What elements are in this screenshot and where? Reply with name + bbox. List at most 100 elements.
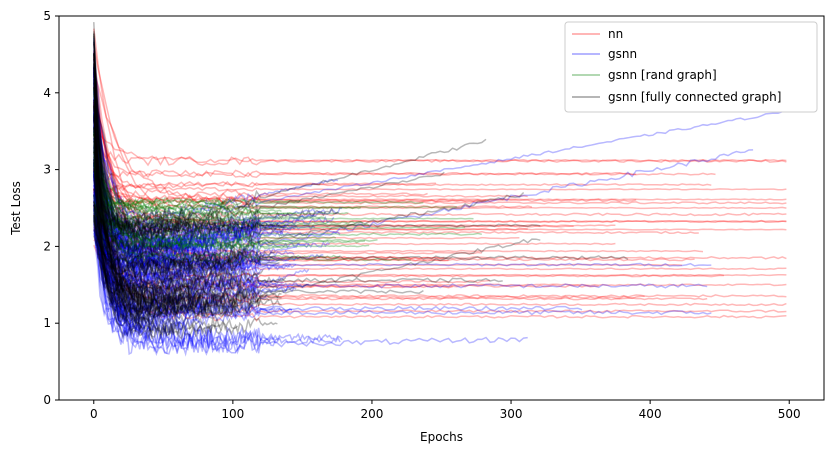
series-line-nn [93, 50, 787, 232]
x-tick-label: 300 [500, 407, 523, 421]
series-line-gsnn-fully-connected-graph [93, 221, 282, 314]
series-line-gsnn [93, 98, 184, 303]
series-line-gsnn-fully-connected-graph [93, 215, 286, 237]
series-line-gsnn-fully-connected-graph [93, 66, 216, 254]
series-line-gsnn [93, 189, 178, 264]
series-line-gsnn [93, 146, 285, 251]
series-line-gsnn [93, 162, 164, 320]
series-line-nn [93, 180, 436, 194]
series-line-gsnn [93, 163, 253, 262]
series-line-gsnn [93, 185, 316, 241]
series-line-gsnn [93, 114, 330, 258]
series-line-gsnn-fully-connected-graph [93, 151, 541, 323]
series-line-gsnn-fully-connected-graph [93, 161, 252, 317]
series-line-gsnn-fully-connected-graph [93, 72, 235, 280]
series-line-gsnn-fully-connected-graph [93, 54, 541, 232]
series-line-gsnn [93, 90, 218, 261]
series-line-gsnn-fully-connected-graph [93, 53, 168, 265]
series-line-gsnn-rand-graph [93, 89, 297, 218]
x-tick-label: 100 [221, 407, 244, 421]
series-line-gsnn-rand-graph [93, 156, 231, 211]
series-line-gsnn [93, 210, 254, 315]
y-tick-label: 5 [43, 9, 51, 23]
series-line-nn [93, 195, 787, 262]
series-line-gsnn-fully-connected-graph [93, 145, 153, 248]
series-line-gsnn-fully-connected-graph [93, 116, 239, 337]
series-line-gsnn-fully-connected-graph [93, 133, 128, 233]
series-line-nn [93, 77, 787, 322]
series-line-nn [93, 226, 645, 303]
series-line-gsnn-rand-graph [93, 79, 326, 223]
series-line-gsnn-rand-graph [93, 159, 230, 224]
series-line-gsnn [93, 66, 218, 268]
series-line-gsnn [93, 164, 212, 329]
series-line-gsnn [93, 170, 295, 270]
series-line-gsnn [93, 201, 324, 282]
series-line-gsnn [93, 67, 147, 319]
series-line-gsnn-rand-graph [93, 171, 474, 221]
series-line-gsnn-fully-connected-graph [93, 83, 235, 304]
y-axis-label: Test Loss [9, 181, 23, 236]
y-tick-label: 3 [43, 163, 51, 177]
series-line-gsnn [93, 73, 218, 263]
series-line-gsnn [93, 129, 133, 250]
series-line-gsnn-fully-connected-graph [93, 82, 445, 238]
series-line-nn [93, 179, 533, 210]
series-line-gsnn-fully-connected-graph [93, 127, 264, 321]
series-line-gsnn-fully-connected-graph [93, 168, 153, 229]
series-line-gsnn [93, 114, 197, 254]
series-line-nn [93, 79, 787, 224]
plot-frame [58, 15, 825, 401]
series-line-gsnn-fully-connected-graph [93, 214, 629, 265]
series-line-gsnn-fully-connected-graph [93, 99, 503, 290]
series-line-gsnn-fully-connected-graph [93, 31, 141, 324]
series-line-gsnn-fully-connected-graph [93, 138, 487, 238]
series-line-nn [93, 56, 787, 288]
x-axis: 0 100 200 300 400 500 [90, 400, 801, 421]
series-line-gsnn-fully-connected-graph [93, 176, 424, 300]
series-line-gsnn [93, 175, 178, 318]
series-line-nn [93, 105, 695, 264]
series-line-gsnn [93, 113, 754, 273]
y-axis: 0 1 2 3 4 5 [43, 9, 59, 407]
series-line-gsnn-fully-connected-graph [93, 151, 187, 259]
series-line-gsnn [93, 92, 252, 331]
series-line-nn [93, 28, 449, 264]
series-line-gsnn-fully-connected-graph [93, 219, 126, 310]
series-line-gsnn [93, 86, 309, 296]
series-line-gsnn [93, 38, 335, 250]
series-line-nn [93, 186, 787, 211]
legend: nn gsnn gsnn [rand graph] gsnn [fully co… [564, 21, 818, 113]
series-line-gsnn [93, 91, 143, 262]
series-line-gsnn-fully-connected-graph [93, 201, 208, 305]
series-line-gsnn-rand-graph [93, 127, 162, 211]
series-line-gsnn [93, 194, 210, 326]
series-line-nn [93, 93, 445, 262]
series-line-nn [93, 188, 787, 278]
series-line-gsnn [93, 165, 195, 255]
series-line-gsnn-rand-graph [93, 206, 137, 229]
series-line-gsnn [93, 118, 158, 327]
series-line-nn [93, 58, 487, 205]
series-line-gsnn [93, 76, 153, 272]
series-line-gsnn [93, 208, 327, 270]
series-line-gsnn [93, 118, 128, 318]
series-line-gsnn-rand-graph [93, 131, 482, 241]
series-line-gsnn-rand-graph [93, 215, 128, 233]
series-line-gsnn-fully-connected-graph [93, 188, 209, 285]
series-line-gsnn-rand-graph [93, 204, 362, 213]
series-line-gsnn [93, 115, 276, 338]
series-line-gsnn [93, 205, 341, 244]
series-line-gsnn-rand-graph [93, 218, 241, 258]
legend-entry-nn: nn [572, 27, 623, 41]
series-line-gsnn-rand-graph [93, 151, 172, 250]
series-line-nn [93, 127, 787, 164]
series-line-gsnn-rand-graph [93, 140, 210, 243]
series-line-gsnn [93, 171, 268, 294]
series-line-gsnn-rand-graph [93, 197, 424, 208]
series-line-nn [93, 169, 491, 288]
y-tick-label: 1 [43, 316, 51, 330]
series-line-gsnn-fully-connected-graph [93, 215, 222, 306]
series-line-nn [93, 170, 787, 226]
